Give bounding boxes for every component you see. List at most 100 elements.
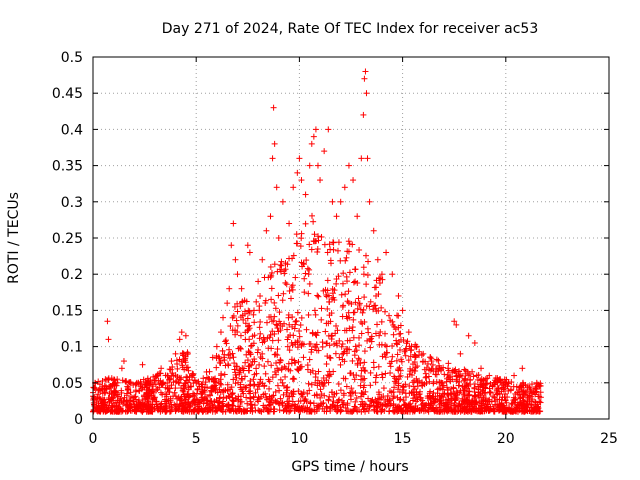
data-point [359, 309, 366, 316]
data-point [344, 337, 351, 344]
data-point [407, 347, 414, 354]
data-point [372, 330, 379, 337]
data-point [323, 403, 330, 410]
data-point [198, 381, 205, 388]
data-point [414, 363, 421, 370]
data-point [333, 390, 340, 397]
data-point [335, 397, 342, 404]
data-point [434, 396, 441, 403]
data-point [367, 344, 374, 351]
data-point [306, 241, 313, 248]
data-point [403, 407, 410, 414]
data-point [247, 395, 254, 402]
data-point [110, 394, 117, 401]
data-point [339, 280, 346, 287]
data-point [301, 275, 308, 282]
data-point [180, 382, 187, 389]
y-tick-label: 0.25 [52, 231, 83, 247]
data-point [339, 351, 346, 358]
data-point [311, 307, 318, 314]
data-point [250, 376, 257, 383]
data-point [382, 401, 389, 408]
data-point [314, 162, 321, 169]
data-point [109, 403, 116, 410]
data-point [515, 387, 522, 394]
data-point [276, 387, 283, 394]
data-point [271, 351, 278, 358]
data-point [314, 329, 321, 336]
data-point [210, 376, 217, 383]
data-point [366, 402, 373, 409]
data-point [364, 272, 371, 279]
data-point [490, 406, 497, 413]
data-point [521, 408, 528, 415]
data-point [461, 386, 468, 393]
data-point [224, 386, 231, 393]
data-point [526, 407, 533, 414]
data-point [332, 350, 339, 357]
data-point [174, 395, 181, 402]
data-point [307, 399, 314, 406]
y-axis-label: ROTI / TECUs [6, 192, 22, 284]
data-point [244, 315, 251, 322]
data-point [314, 245, 321, 252]
data-point [537, 389, 544, 396]
data-point [275, 292, 282, 299]
data-point [193, 379, 200, 386]
data-point [326, 342, 333, 349]
data-point [116, 407, 123, 414]
data-point [394, 351, 401, 358]
data-point [363, 252, 370, 259]
data-point [254, 396, 261, 403]
data-point [353, 395, 360, 402]
data-point [355, 295, 362, 302]
data-point [326, 298, 333, 305]
data-point [502, 390, 509, 397]
data-point [351, 266, 358, 273]
data-point [477, 392, 484, 399]
data-point [219, 388, 226, 395]
data-point [297, 398, 304, 405]
data-point [372, 396, 379, 403]
data-point [448, 396, 455, 403]
data-point [337, 404, 344, 411]
data-point [523, 401, 530, 408]
data-point [451, 367, 458, 374]
data-point [337, 361, 344, 368]
data-point [406, 390, 413, 397]
data-point [397, 396, 404, 403]
data-point [220, 387, 227, 394]
data-point [249, 408, 256, 415]
data-point [284, 326, 291, 333]
data-point [172, 385, 179, 392]
data-point [299, 393, 306, 400]
data-point [221, 351, 228, 358]
data-point [275, 337, 282, 344]
data-point [299, 405, 306, 412]
data-point [214, 399, 221, 406]
data-point [324, 305, 331, 312]
data-point [318, 391, 325, 398]
y-tick-label: 0.4 [61, 122, 83, 138]
data-point [355, 355, 362, 362]
data-point [277, 376, 284, 383]
data-point [282, 279, 289, 286]
data-point [512, 397, 519, 404]
data-point [312, 343, 319, 350]
data-point [252, 389, 259, 396]
data-point [294, 403, 301, 410]
data-point [262, 370, 269, 377]
data-point [151, 394, 158, 401]
data-point [348, 396, 355, 403]
y-tick-label: 0.3 [61, 195, 83, 211]
data-point [141, 401, 148, 408]
data-point [276, 309, 283, 316]
data-point [313, 347, 320, 354]
data-point [226, 355, 233, 362]
data-point [314, 382, 321, 389]
data-point [294, 309, 301, 316]
data-point [126, 379, 133, 386]
data-point [502, 379, 509, 386]
data-point [334, 247, 341, 254]
data-point [444, 384, 451, 391]
